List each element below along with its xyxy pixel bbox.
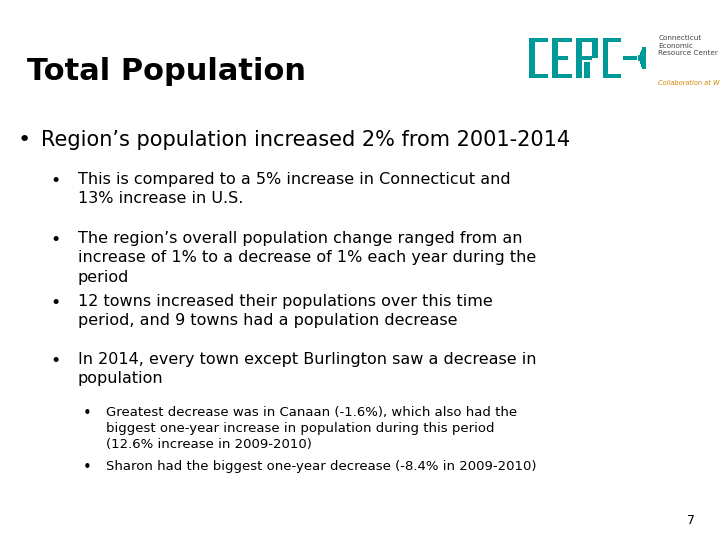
Text: 12 towns increased their populations over this time
period, and 9 towns had a po: 12 towns increased their populations ove…	[78, 294, 492, 328]
Text: Sharon had the biggest one-year decrease (-8.4% in 2009-2010): Sharon had the biggest one-year decrease…	[106, 460, 536, 473]
FancyBboxPatch shape	[624, 56, 636, 60]
Text: In 2014, every town except Burlington saw a decrease in
population: In 2014, every town except Burlington sa…	[78, 352, 536, 386]
FancyBboxPatch shape	[638, 55, 642, 61]
Text: •: •	[50, 231, 60, 249]
Text: Connecticut
Economic
Resource Center: Connecticut Economic Resource Center	[658, 35, 718, 56]
FancyBboxPatch shape	[577, 38, 593, 42]
FancyBboxPatch shape	[642, 47, 646, 70]
Text: Collaboration at Work: Collaboration at Work	[658, 80, 720, 86]
FancyBboxPatch shape	[577, 56, 593, 60]
FancyBboxPatch shape	[603, 74, 621, 78]
Text: •: •	[50, 352, 60, 370]
FancyBboxPatch shape	[552, 56, 568, 60]
Text: Total Population: Total Population	[27, 57, 307, 86]
FancyBboxPatch shape	[603, 38, 621, 42]
Text: Region’s population increased 2% from 2001-2014: Region’s population increased 2% from 20…	[41, 130, 570, 150]
FancyBboxPatch shape	[552, 38, 572, 42]
FancyBboxPatch shape	[641, 50, 644, 66]
Text: •: •	[83, 460, 91, 475]
FancyBboxPatch shape	[577, 38, 582, 78]
Text: This is compared to a 5% increase in Connecticut and
13% increase in U.S.: This is compared to a 5% increase in Con…	[78, 172, 510, 206]
Text: •: •	[18, 130, 31, 150]
FancyBboxPatch shape	[552, 74, 572, 78]
FancyBboxPatch shape	[639, 52, 643, 64]
Text: The region’s overall population change ranged from an
increase of 1% to a decrea: The region’s overall population change r…	[78, 231, 536, 285]
FancyBboxPatch shape	[585, 62, 590, 78]
FancyBboxPatch shape	[593, 38, 598, 58]
FancyBboxPatch shape	[529, 74, 548, 78]
FancyBboxPatch shape	[529, 38, 535, 78]
Text: Greatest decrease was in Canaan (-1.6%), which also had the
biggest one-year inc: Greatest decrease was in Canaan (-1.6%),…	[106, 406, 517, 451]
FancyBboxPatch shape	[603, 38, 608, 78]
Text: •: •	[50, 172, 60, 190]
FancyBboxPatch shape	[529, 38, 548, 42]
Text: •: •	[50, 294, 60, 312]
Text: •: •	[83, 406, 91, 421]
Text: 7: 7	[687, 514, 695, 526]
FancyBboxPatch shape	[552, 38, 558, 78]
